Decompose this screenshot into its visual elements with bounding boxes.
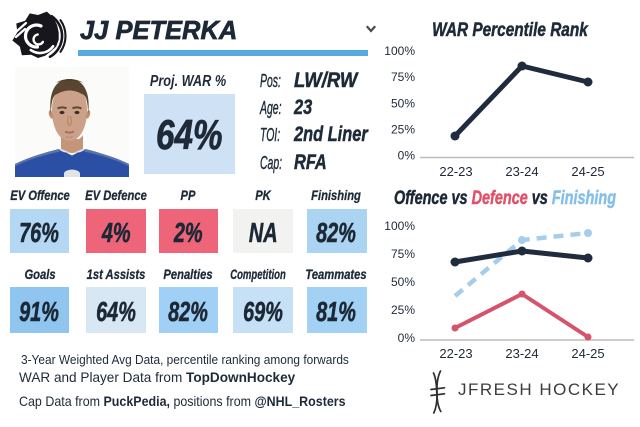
svg-text:75%: 75% <box>391 247 415 261</box>
svg-text:25%: 25% <box>391 123 415 137</box>
svg-text:50%: 50% <box>391 97 415 111</box>
svg-text:0%: 0% <box>398 331 416 345</box>
svg-text:24-25: 24-25 <box>571 164 604 179</box>
svg-text:22-23: 22-23 <box>439 164 472 179</box>
svg-text:0%: 0% <box>398 149 416 163</box>
svg-text:100%: 100% <box>384 44 415 58</box>
svg-text:50%: 50% <box>391 275 415 289</box>
svg-text:25%: 25% <box>391 303 415 317</box>
svg-text:24-25: 24-25 <box>571 346 604 361</box>
svg-text:23-24: 23-24 <box>505 346 538 361</box>
svg-text:22-23: 22-23 <box>439 346 472 361</box>
svg-text:100%: 100% <box>384 219 415 233</box>
svg-text:23-24: 23-24 <box>505 164 538 179</box>
svg-text:75%: 75% <box>391 70 415 84</box>
